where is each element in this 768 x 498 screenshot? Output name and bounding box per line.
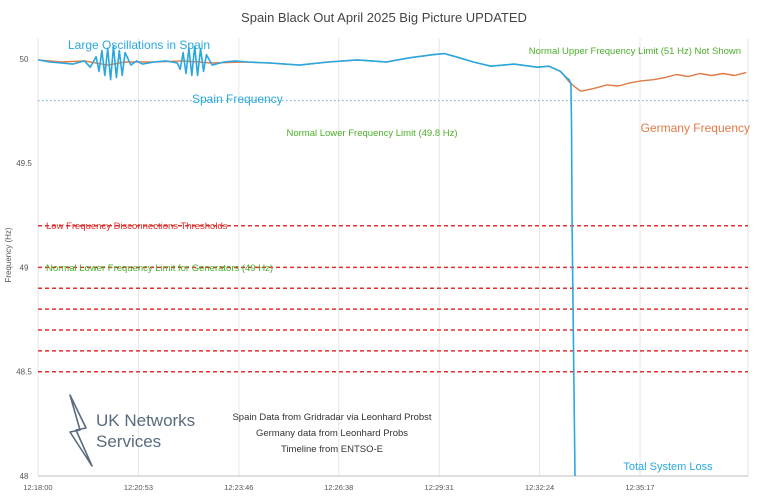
logo-line-1: UK Networks [96, 411, 195, 430]
reference-lines [38, 99, 748, 373]
x-tick-label-4: 12:29:31 [425, 483, 454, 492]
annotation-oscillations: Large Oscillations in Spain [68, 38, 210, 52]
annotation-credit2: Germany data from Leonhard Probs [256, 428, 408, 439]
x-tick-label-2: 12:23:46 [224, 483, 253, 492]
grid [37, 38, 749, 477]
x-tick-label-0: 12:18:00 [23, 483, 52, 492]
annotation-gen-limit: Normal Lower Frequency Limit for Generat… [46, 263, 273, 274]
logo-line-2: Services [96, 432, 161, 451]
y-tick-label-1: 49.5 [16, 159, 32, 168]
y-axis-label: Frequency (Hz) [4, 227, 13, 282]
series-group [37, 45, 747, 477]
x-axis: 12:18:00 12:20:53 12:23:46 12:26:38 12:29:31… [23, 483, 654, 492]
series-spain-frequency-line [37, 45, 576, 477]
y-tick-label-4: 48 [20, 472, 29, 481]
annotation-lf-disconnect: Low Frequency Disconnections Thresholds [46, 221, 228, 232]
y-tick-label-0: 50 [20, 55, 29, 64]
x-tick-label-3: 12:26:38 [324, 483, 353, 492]
x-tick-label-1: 12:20:53 [124, 483, 153, 492]
annotations: Large Oscillations in Spain Spain Frequen… [46, 38, 750, 473]
annotation-upper-limit: Normal Upper Frequency Limit (51 Hz) Not… [529, 46, 741, 57]
x-tick-label-6: 12:35:17 [625, 483, 654, 492]
y-tick-label-3: 48.5 [16, 368, 32, 377]
chart-title: Spain Black Out April 2025 Big Picture U… [241, 10, 527, 25]
annotation-spain-freq: Spain Frequency [192, 92, 283, 106]
annotation-credit3: Timeline from ENTSO-E [281, 444, 383, 455]
y-axis: 50 49.5 49 48.5 48 [16, 55, 32, 481]
annotation-total-loss: Total System Loss [623, 461, 713, 473]
lightning-bolt-icon [69, 394, 93, 467]
x-tick-label-5: 12:32:24 [525, 483, 554, 492]
annotation-lower-limit: Normal Lower Frequency Limit (49.8 Hz) [286, 128, 457, 139]
annotation-credit1: Spain Data from Gridradar via Leonhard P… [232, 412, 431, 423]
uk-networks-logo: UK Networks Services [69, 394, 195, 467]
y-tick-label-2: 49 [20, 263, 29, 272]
annotation-germany-freq: Germany Frequency [641, 121, 750, 135]
